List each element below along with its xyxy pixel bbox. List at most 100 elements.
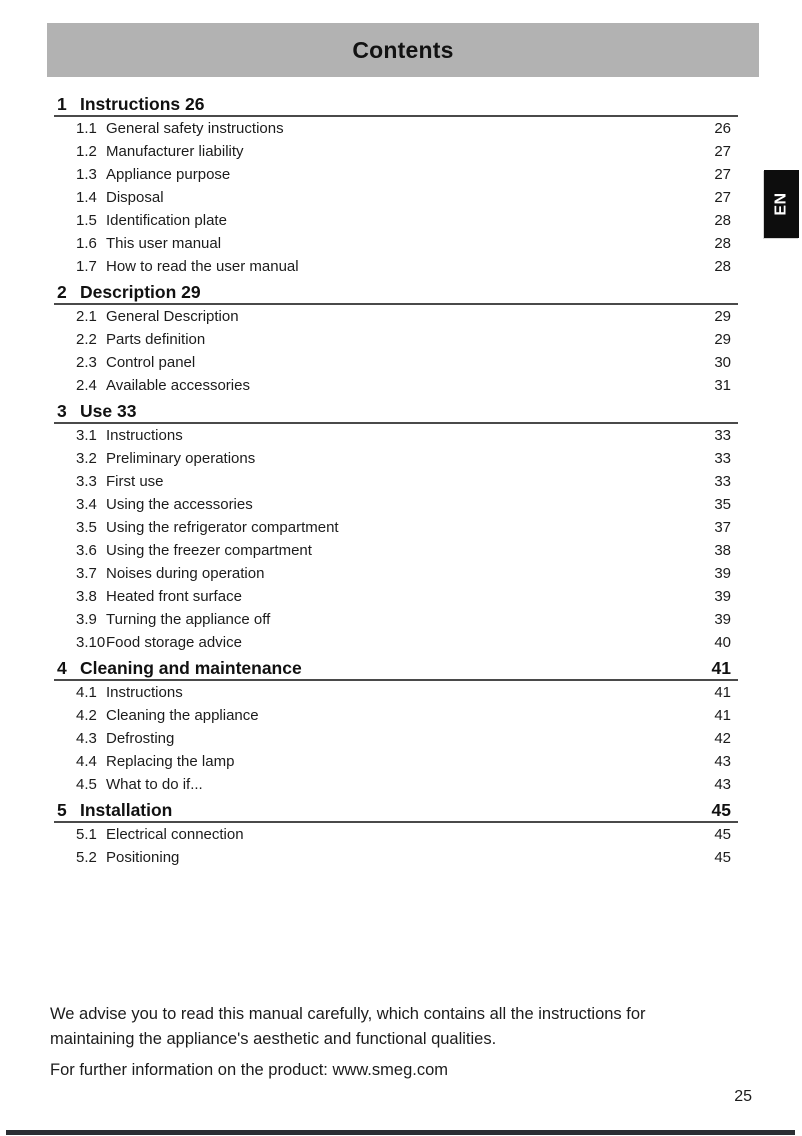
toc-item-label: Using the accessories <box>106 496 253 513</box>
toc-item-page: 28 <box>714 258 731 275</box>
toc-section-number: 4 <box>57 658 67 678</box>
toc-item[interactable]: 4.4 Replacing the lamp 43 <box>54 750 738 773</box>
toc-item-page: 41 <box>714 707 731 724</box>
toc-item[interactable]: 4.3 Defrosting 42 <box>54 727 738 750</box>
toc-item-number: 2.4 <box>76 377 97 394</box>
toc-item-page: 43 <box>714 776 731 793</box>
toc-item-label: Instructions <box>106 427 183 444</box>
toc-item[interactable]: 2.2 Parts definition 29 <box>54 328 738 351</box>
toc-item-label: Disposal <box>106 189 164 206</box>
toc-item-label: Turning the appliance off <box>106 611 271 628</box>
toc-item-number: 3.10 <box>76 634 106 651</box>
toc-item[interactable]: 3.2 Preliminary operations 33 <box>54 447 738 470</box>
toc-item[interactable]: 1.6 This user manual 28 <box>54 232 738 255</box>
toc-section-heading[interactable]: 1 Instructions 26 <box>54 92 738 117</box>
toc-section-title: Installation <box>80 800 173 820</box>
toc-item[interactable]: 4.5 What to do if... 43 <box>54 773 738 796</box>
toc-item[interactable]: 4.2 Cleaning the appliance 41 <box>54 704 738 727</box>
toc-item[interactable]: 3.7 Noises during operation 39 <box>54 562 738 585</box>
toc-item-page: 31 <box>714 377 731 394</box>
toc-item-number: 3.6 <box>76 542 97 559</box>
toc-item-number: 4.2 <box>76 707 97 724</box>
language-tab-label: EN <box>772 192 790 216</box>
toc-item[interactable]: 2.4 Available accessories 31 <box>54 374 738 397</box>
toc-item[interactable]: 5.1 Electrical connection 45 <box>54 823 738 846</box>
toc-item[interactable]: 3.5 Using the refrigerator compartment 37 <box>54 516 738 539</box>
toc-item-label: Manufacturer liability <box>106 143 244 160</box>
toc-item[interactable]: 4.1 Instructions 41 <box>54 681 738 704</box>
toc-item-page: 35 <box>714 496 731 513</box>
toc-item-number: 1.6 <box>76 235 97 252</box>
toc-item-number: 3.4 <box>76 496 97 513</box>
toc-item[interactable]: 3.3 First use 33 <box>54 470 738 493</box>
page-number: 25 <box>734 1088 752 1105</box>
toc-item-page: 28 <box>714 235 731 252</box>
toc-item[interactable]: 2.1 General Description 29 <box>54 305 738 328</box>
toc-item-label: Positioning <box>106 849 180 866</box>
toc-item[interactable]: 3.1 Instructions 33 <box>54 424 738 447</box>
toc-item-number: 3.3 <box>76 473 97 490</box>
footer-advice-text: We advise you to read this manual carefu… <box>50 1005 646 1048</box>
toc-item-label: Control panel <box>106 354 196 371</box>
toc-item-page: 43 <box>714 753 731 770</box>
toc-item-page: 41 <box>714 684 731 701</box>
toc-item-label: How to read the user manual <box>106 258 299 275</box>
toc-section-title: Use 33 <box>80 401 137 421</box>
table-of-contents: 1 Instructions 26 1.1 General safety instru… <box>54 90 738 869</box>
toc-item-label: This user manual <box>106 235 222 252</box>
toc-item[interactable]: 3.8 Heated front surface 39 <box>54 585 738 608</box>
toc-item-label: Using the freezer compartment <box>106 542 312 559</box>
toc-section-heading[interactable]: 4 Cleaning and maintenance 41 <box>54 656 738 681</box>
toc-section-heading[interactable]: 2 Description 29 <box>54 280 738 305</box>
toc-item-page: 27 <box>714 189 731 206</box>
toc-item[interactable]: 3.10 Food storage advice 40 <box>54 631 738 654</box>
toc-item[interactable]: 1.4 Disposal 27 <box>54 186 738 209</box>
contents-header: Contents <box>47 23 759 77</box>
toc-item-page: 29 <box>714 331 731 348</box>
toc-item-label: Instructions <box>106 684 183 701</box>
toc-item[interactable]: 1.2 Manufacturer liability 27 <box>54 140 738 163</box>
toc-item-number: 4.3 <box>76 730 97 747</box>
toc-item-label: First use <box>106 473 164 490</box>
toc-item-page: 27 <box>714 143 731 160</box>
toc-section-heading[interactable]: 3 Use 33 <box>54 399 738 424</box>
toc-item-page: 30 <box>714 354 731 371</box>
toc-section-number: 5 <box>57 800 67 820</box>
toc-item-label: Replacing the lamp <box>106 753 235 770</box>
toc-item-page: 39 <box>714 565 731 582</box>
toc-item-number: 1.1 <box>76 120 97 137</box>
toc-item[interactable]: 1.1 General safety instructions 26 <box>54 117 738 140</box>
language-tab: EN <box>764 170 799 238</box>
toc-item[interactable]: 1.5 Identification plate 28 <box>54 209 738 232</box>
toc-item[interactable]: 1.7 How to read the user manual 28 <box>54 255 738 278</box>
toc-item-page: 29 <box>714 308 731 325</box>
toc-item[interactable]: 3.9 Turning the appliance off 39 <box>54 608 738 631</box>
toc-item-label: Using the refrigerator compartment <box>106 519 339 536</box>
toc-item[interactable]: 5.2 Positioning 45 <box>54 846 738 869</box>
toc-section-heading[interactable]: 5 Installation 45 <box>54 798 738 823</box>
toc-item[interactable]: 2.3 Control panel 30 <box>54 351 738 374</box>
toc-item-number: 3.9 <box>76 611 97 628</box>
toc-item-page: 42 <box>714 730 731 747</box>
toc-item-number: 1.4 <box>76 189 97 206</box>
toc-item-label: Preliminary operations <box>106 450 256 467</box>
bottom-bar <box>6 1130 795 1135</box>
toc-item-label: Food storage advice <box>106 634 242 651</box>
toc-item-number: 1.5 <box>76 212 97 229</box>
toc-item-page: 27 <box>714 166 731 183</box>
toc-item[interactable]: 3.6 Using the freezer compartment 38 <box>54 539 738 562</box>
toc-item-number: 1.3 <box>76 166 97 183</box>
toc-item-page: 39 <box>714 588 731 605</box>
toc-item-page: 37 <box>714 519 731 536</box>
toc-item-number: 3.2 <box>76 450 97 467</box>
toc-item-number: 1.2 <box>76 143 97 160</box>
toc-item-label: Heated front surface <box>106 588 242 605</box>
toc-item-number: 5.1 <box>76 826 97 843</box>
toc-item-number: 4.1 <box>76 684 97 701</box>
toc-item[interactable]: 1.3 Appliance purpose 27 <box>54 163 738 186</box>
toc-item[interactable]: 3.4 Using the accessories 35 <box>54 493 738 516</box>
toc-item-number: 3.8 <box>76 588 97 605</box>
toc-item-label: Cleaning the appliance <box>106 707 259 724</box>
